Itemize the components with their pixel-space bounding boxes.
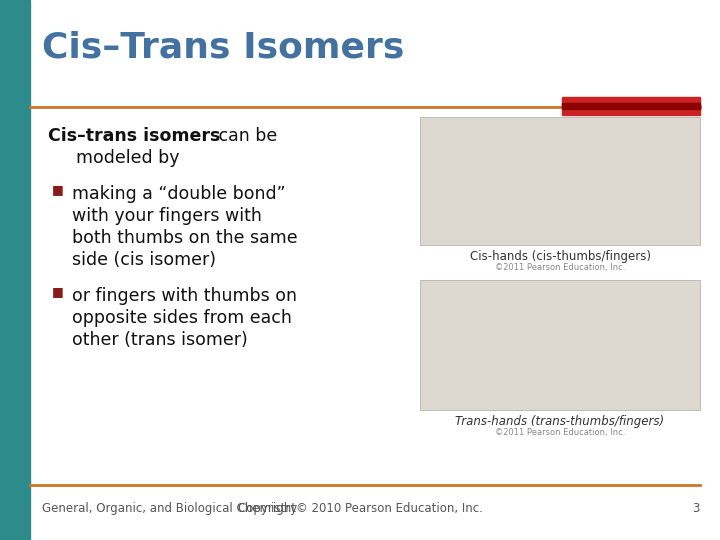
- Text: General, Organic, and Biological Chemistry: General, Organic, and Biological Chemist…: [42, 502, 297, 515]
- Text: both thumbs on the same: both thumbs on the same: [72, 229, 297, 247]
- Bar: [420, 117, 700, 245]
- Bar: [562, 97, 700, 115]
- Text: Trans-hands (trans-thumbs/fingers): Trans-hands (trans-thumbs/fingers): [456, 415, 665, 428]
- Text: with your fingers with: with your fingers with: [72, 207, 262, 225]
- Text: Cis-hands (cis-thumbs/fingers): Cis-hands (cis-thumbs/fingers): [469, 250, 650, 263]
- Text: other (trans isomer): other (trans isomer): [72, 331, 248, 349]
- Text: side (cis isomer): side (cis isomer): [72, 251, 216, 269]
- Text: opposite sides from each: opposite sides from each: [72, 309, 292, 327]
- Bar: [562, 97, 700, 115]
- Text: Cis–trans isomers: Cis–trans isomers: [48, 127, 220, 145]
- Text: or fingers with thumbs on: or fingers with thumbs on: [72, 287, 297, 305]
- Bar: [420, 280, 700, 410]
- Text: making a “double bond”: making a “double bond”: [72, 185, 286, 203]
- Text: modeled by: modeled by: [76, 149, 179, 167]
- Text: Copyright© 2010 Pearson Education, Inc.: Copyright© 2010 Pearson Education, Inc.: [238, 502, 482, 515]
- Text: can be: can be: [213, 127, 277, 145]
- Text: 3: 3: [693, 502, 700, 515]
- Bar: [0, 0, 30, 540]
- Text: ■: ■: [52, 183, 64, 196]
- Text: Cis–Trans Isomers: Cis–Trans Isomers: [42, 30, 405, 64]
- Text: ©2011 Pearson Education, Inc.: ©2011 Pearson Education, Inc.: [495, 263, 625, 272]
- Bar: [562, 103, 700, 109]
- Text: ©2011 Pearson Education, Inc.: ©2011 Pearson Education, Inc.: [495, 428, 625, 437]
- Text: ■: ■: [52, 285, 64, 298]
